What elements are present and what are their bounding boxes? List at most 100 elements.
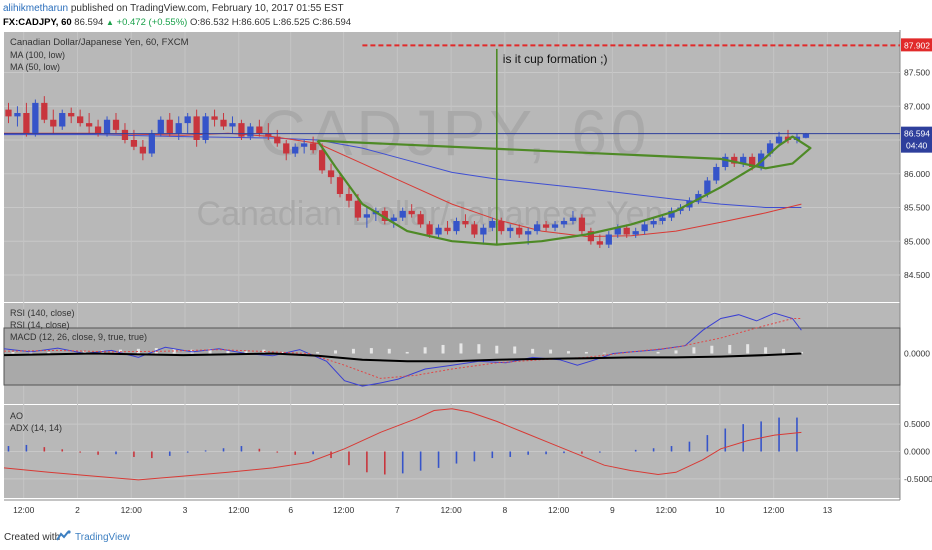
candle (471, 221, 478, 238)
candle-body (274, 136, 281, 144)
candle-body (5, 109, 12, 117)
candle-body (507, 227, 514, 232)
candle-body (32, 102, 39, 134)
candle (265, 123, 272, 140)
candle-body (130, 140, 138, 147)
rsi-signal-line (3, 318, 802, 379)
candle-body (542, 224, 550, 228)
candle (211, 109, 218, 127)
candle (166, 113, 173, 137)
candle (32, 99, 39, 137)
candle-body (632, 231, 639, 235)
candle-body (731, 156, 738, 164)
candle (14, 106, 21, 127)
candle (77, 109, 84, 127)
candle (41, 96, 48, 124)
ohlc-open: O:86.532 (189, 17, 230, 28)
candle-body (229, 123, 236, 127)
candle (363, 207, 371, 228)
created-with-label: Created with (4, 532, 61, 543)
candle-body (471, 224, 478, 235)
time-tick-label: 12:00 (548, 505, 570, 515)
indicator-legend: MA (50, low) (10, 62, 60, 72)
candle (489, 217, 496, 232)
candle-body (704, 180, 711, 194)
tradingview-link[interactable]: TradingView (75, 532, 131, 543)
symbol-label: FX:CADJPY, 60 (3, 17, 72, 28)
footer-bar: Created with TradingView (0, 523, 932, 550)
candle-body (766, 143, 774, 154)
candle-body (569, 217, 577, 221)
candle (50, 109, 57, 134)
countdown-badge-text: 04:40 (906, 141, 928, 151)
candle (507, 224, 514, 238)
candle (578, 214, 586, 235)
tradingview-logo-icon (56, 530, 71, 541)
candle-body (426, 224, 433, 235)
candle-body (525, 231, 532, 235)
candle-body (578, 217, 586, 232)
candle (596, 234, 603, 248)
candle-body (175, 123, 182, 134)
candle (435, 224, 442, 238)
candle-body (489, 221, 496, 228)
candle-body (184, 116, 191, 124)
time-tick-label: 3 (183, 505, 188, 515)
dashed-level-badge-text: 87.902 (904, 40, 930, 50)
candle (399, 207, 406, 221)
candle (668, 207, 675, 221)
candle-body (157, 119, 164, 134)
candle-body (103, 119, 111, 134)
candle-body (802, 133, 810, 138)
last-price: 86.594 (74, 17, 104, 28)
candle-body (354, 200, 362, 218)
ao-tick-label: 0.0000 (904, 447, 930, 457)
candle-body (238, 123, 245, 137)
candle-body (390, 217, 397, 221)
publisher-link[interactable]: alihikmetharun (3, 3, 69, 14)
ao-tick-label: 0.5000 (904, 419, 930, 429)
candle-body (121, 129, 129, 140)
chart-title: Canadian Dollar/Japanese Yen, 60, FXCM (10, 37, 189, 48)
candle-body (112, 119, 120, 130)
candle-body (417, 214, 424, 225)
candle (247, 123, 254, 140)
candle-body (462, 221, 469, 225)
ao-legend: ADX (14, 14) (10, 423, 62, 433)
candle (650, 217, 657, 228)
candle (713, 163, 720, 184)
candle-body (749, 156, 756, 167)
ohlc-low: L:86.525 (272, 17, 310, 28)
time-tick-label: 12:00 (440, 505, 462, 515)
candle-body (318, 150, 326, 171)
candle (722, 153, 729, 171)
candle (623, 224, 630, 238)
candle-body (713, 167, 720, 181)
candle-body (363, 214, 371, 218)
candle-body (533, 224, 541, 232)
oscillator-tick-label: 0.0000 (904, 349, 930, 359)
candle (202, 113, 209, 144)
candle (148, 129, 155, 157)
candle-body (516, 227, 523, 235)
candle-body (59, 113, 66, 127)
candle-body (211, 116, 218, 120)
price-change: +0.472 (+0.55%) (116, 17, 188, 28)
candle-body (247, 126, 254, 137)
candle (59, 109, 66, 130)
candle-body (256, 126, 263, 134)
candle-body (345, 194, 353, 201)
candle-body (596, 241, 603, 245)
published-text: published on TradingView.com, February 1… (70, 3, 344, 14)
candle (112, 113, 120, 134)
candle-body (453, 221, 460, 232)
candle (220, 113, 227, 130)
candle (184, 113, 191, 134)
symbol-line: FX:CADJPY, 60 86.594 ▲ +0.472 (+0.55%) O… (3, 17, 351, 28)
candle (498, 217, 505, 235)
candle (381, 207, 388, 225)
candle-body (41, 102, 48, 120)
candle-body (166, 119, 173, 134)
ohlc-high: H:86.605 (231, 17, 271, 28)
